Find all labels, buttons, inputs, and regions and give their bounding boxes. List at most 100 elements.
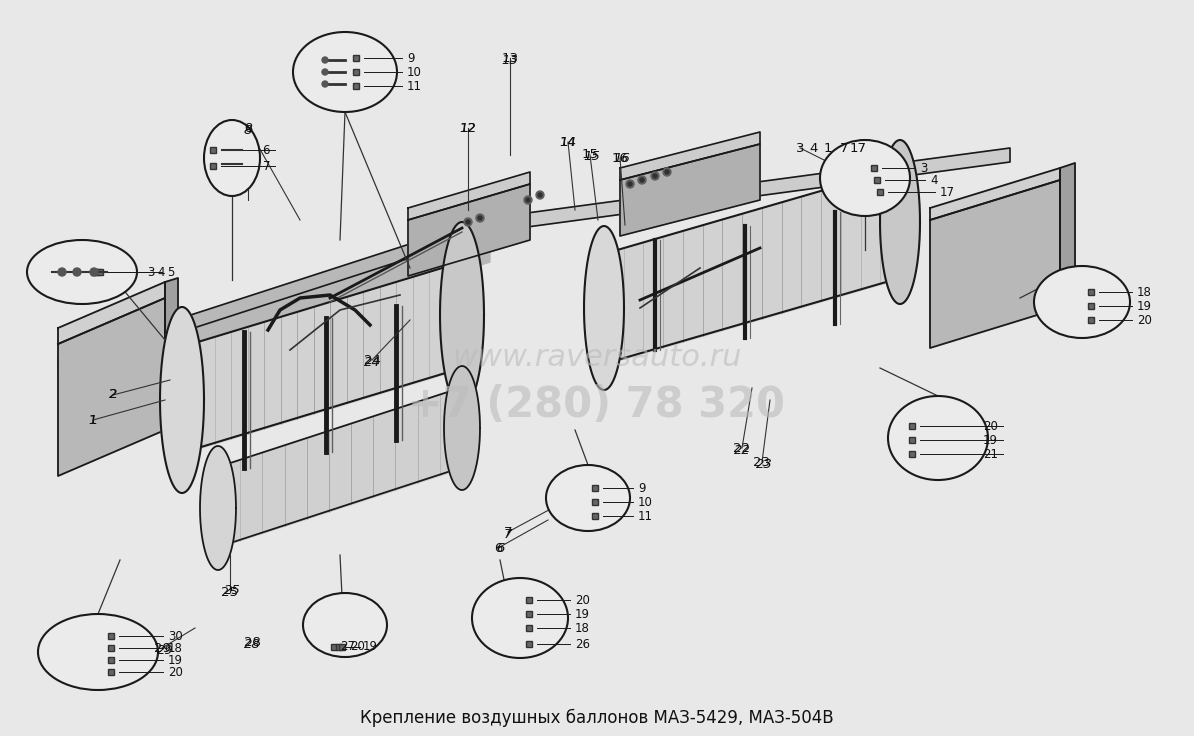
Text: 13: 13 <box>501 52 518 65</box>
Text: 19: 19 <box>576 607 590 620</box>
Text: 28: 28 <box>244 635 260 648</box>
Ellipse shape <box>303 593 387 657</box>
Text: 4: 4 <box>156 266 165 278</box>
Text: 18: 18 <box>1137 286 1152 299</box>
Ellipse shape <box>820 140 910 216</box>
Text: 1: 1 <box>88 414 97 426</box>
Circle shape <box>322 57 328 63</box>
Circle shape <box>538 193 542 197</box>
Polygon shape <box>408 184 530 276</box>
Text: 29: 29 <box>156 643 173 657</box>
Polygon shape <box>620 144 761 236</box>
Circle shape <box>640 178 644 182</box>
Ellipse shape <box>888 396 987 480</box>
Ellipse shape <box>472 578 568 658</box>
Circle shape <box>628 182 632 186</box>
Text: 25: 25 <box>222 586 239 598</box>
Text: 8: 8 <box>244 121 252 135</box>
Ellipse shape <box>293 32 396 112</box>
Circle shape <box>653 174 657 178</box>
Text: 20: 20 <box>1137 314 1152 327</box>
Text: 1: 1 <box>824 141 832 155</box>
Circle shape <box>476 214 484 222</box>
Polygon shape <box>165 278 178 430</box>
Text: 20: 20 <box>983 420 998 433</box>
Text: www.raversauto.ru: www.raversauto.ru <box>453 344 741 372</box>
Polygon shape <box>441 222 484 408</box>
Text: 10: 10 <box>638 495 653 509</box>
Text: 16: 16 <box>614 152 630 165</box>
Text: 19: 19 <box>363 640 378 654</box>
Text: 4: 4 <box>930 174 937 186</box>
Polygon shape <box>584 226 624 390</box>
Polygon shape <box>880 140 921 304</box>
Ellipse shape <box>1034 266 1130 338</box>
Text: 19: 19 <box>1137 300 1152 313</box>
Polygon shape <box>160 307 204 493</box>
Text: 4: 4 <box>810 141 818 155</box>
Text: 1: 1 <box>88 414 97 426</box>
Text: 6: 6 <box>494 542 503 554</box>
Polygon shape <box>601 168 904 365</box>
Polygon shape <box>215 388 464 548</box>
Ellipse shape <box>546 465 630 531</box>
Text: 2: 2 <box>109 389 117 402</box>
Text: 26: 26 <box>576 637 590 651</box>
Circle shape <box>466 220 470 224</box>
Text: 20: 20 <box>576 593 590 606</box>
Circle shape <box>665 170 669 174</box>
Text: 12: 12 <box>460 121 476 135</box>
Text: 3: 3 <box>795 141 805 155</box>
Text: 12: 12 <box>460 121 476 135</box>
Text: 10: 10 <box>407 66 421 79</box>
Circle shape <box>322 69 328 75</box>
Circle shape <box>638 176 646 184</box>
Text: 27: 27 <box>340 640 355 654</box>
Text: 23: 23 <box>753 456 770 469</box>
Polygon shape <box>178 262 466 454</box>
Polygon shape <box>1060 163 1075 308</box>
Text: 8: 8 <box>244 124 252 136</box>
Text: 7: 7 <box>263 160 270 172</box>
Text: 15: 15 <box>581 149 598 161</box>
Text: 21: 21 <box>983 447 998 461</box>
Circle shape <box>464 218 472 226</box>
Text: 16: 16 <box>611 152 628 165</box>
Polygon shape <box>490 148 1010 232</box>
Polygon shape <box>59 282 165 344</box>
Polygon shape <box>201 446 236 570</box>
Polygon shape <box>930 180 1060 348</box>
Circle shape <box>663 168 671 176</box>
Text: 6: 6 <box>496 542 504 556</box>
Text: 19: 19 <box>168 654 183 667</box>
Text: 7: 7 <box>504 528 512 540</box>
Text: 2: 2 <box>109 389 117 402</box>
Text: 28: 28 <box>244 637 260 651</box>
Text: 17: 17 <box>849 141 867 155</box>
Text: 9: 9 <box>638 481 646 495</box>
Text: 15: 15 <box>584 149 601 163</box>
Polygon shape <box>930 168 1060 220</box>
Circle shape <box>478 216 482 220</box>
Text: 20: 20 <box>168 665 183 679</box>
Text: 7: 7 <box>504 526 512 539</box>
Text: 24: 24 <box>364 355 381 369</box>
Circle shape <box>536 191 544 199</box>
Ellipse shape <box>204 120 260 196</box>
Polygon shape <box>444 366 480 490</box>
Polygon shape <box>408 172 530 220</box>
Text: 14: 14 <box>560 135 577 149</box>
Text: 19: 19 <box>983 434 998 447</box>
Polygon shape <box>59 218 490 372</box>
Text: +7 (280) 78 320: +7 (280) 78 320 <box>408 384 786 426</box>
Ellipse shape <box>38 614 158 690</box>
Text: 22: 22 <box>733 444 750 456</box>
Text: 6: 6 <box>263 144 270 157</box>
Text: 14: 14 <box>560 135 577 149</box>
Text: 3: 3 <box>147 266 154 278</box>
Text: 3: 3 <box>921 161 928 174</box>
Polygon shape <box>59 298 165 476</box>
Ellipse shape <box>27 240 137 304</box>
Circle shape <box>322 81 328 87</box>
Text: 13: 13 <box>501 54 518 66</box>
